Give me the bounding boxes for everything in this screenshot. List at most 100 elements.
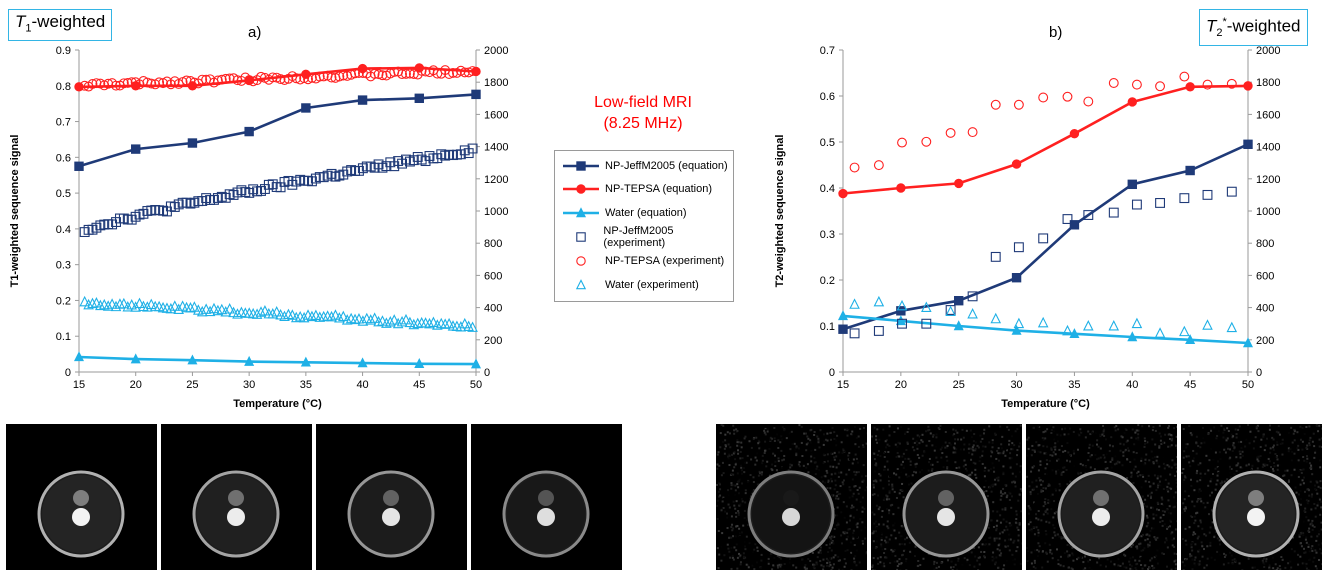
noise-speckle (1195, 442, 1198, 445)
noise-speckle (819, 549, 822, 552)
noise-speckle (1231, 450, 1234, 453)
data-point (142, 77, 153, 88)
noise-speckle (1044, 509, 1047, 512)
noise-speckle (826, 564, 829, 567)
noise-speckle (766, 430, 769, 433)
noise-speckle (807, 558, 810, 561)
noise-speckle (858, 486, 861, 489)
noise-speckle (852, 516, 855, 519)
data-point (954, 296, 964, 306)
noise-speckle (1156, 477, 1159, 480)
noise-speckle (1219, 482, 1222, 485)
noise-speckle (893, 472, 896, 475)
noise-speckle (1311, 519, 1314, 522)
noise-speckle (1248, 427, 1251, 430)
noise-speckle (915, 440, 918, 443)
noise-speckle (835, 466, 838, 469)
noise-speckle (997, 544, 1000, 547)
data-point (103, 78, 114, 89)
noise-speckle (1235, 436, 1238, 439)
series-water-equation- (73, 351, 482, 369)
noise-speckle (716, 463, 719, 466)
data-point (373, 315, 384, 327)
noise-speckle (1072, 430, 1075, 433)
noise-speckle (1238, 450, 1241, 453)
noise-speckle (1214, 467, 1217, 470)
data-point (357, 357, 368, 368)
noise-speckle (1148, 534, 1151, 537)
noise-speckle (912, 437, 915, 440)
noise-speckle (1274, 452, 1277, 455)
noise-speckle (1062, 565, 1065, 568)
noise-speckle (995, 524, 998, 527)
noise-speckle (872, 557, 875, 560)
noise-speckle (1308, 550, 1311, 553)
noise-speckle (995, 457, 998, 460)
noise-speckle (1096, 439, 1099, 442)
noise-speckle (877, 450, 880, 453)
noise-speckle (983, 555, 986, 558)
noise-speckle (888, 434, 891, 437)
noise-speckle (1001, 531, 1004, 534)
noise-speckle (774, 454, 777, 457)
noise-speckle (972, 449, 975, 452)
noise-speckle (1018, 541, 1021, 544)
noise-speckle (901, 553, 904, 556)
noise-speckle (1103, 434, 1106, 437)
noise-speckle (1305, 516, 1308, 519)
noise-speckle (780, 449, 783, 452)
noise-speckle (1005, 496, 1008, 499)
noise-speckle (1262, 435, 1265, 438)
noise-speckle (935, 561, 938, 564)
noise-speckle (1053, 438, 1056, 441)
noise-speckle (1048, 459, 1051, 462)
noise-speckle (817, 437, 820, 440)
data-point (1155, 81, 1166, 92)
noise-speckle (731, 484, 734, 487)
noise-speckle (879, 474, 882, 477)
noise-speckle (813, 461, 816, 464)
noise-speckle (1062, 470, 1065, 473)
noise-speckle (1016, 428, 1019, 431)
noise-speckle (1051, 493, 1054, 496)
noise-speckle (877, 494, 880, 497)
noise-speckle (812, 566, 815, 569)
noise-speckle (1038, 545, 1041, 548)
noise-speckle (935, 456, 938, 459)
noise-speckle (962, 465, 965, 468)
noise-speckle (1301, 440, 1304, 443)
noise-speckle (1241, 450, 1244, 453)
noise-speckle (737, 513, 740, 516)
noise-speckle (1199, 472, 1202, 475)
noise-speckle (1136, 547, 1139, 550)
noise-speckle (1211, 521, 1214, 524)
noise-speckle (1008, 522, 1011, 525)
noise-speckle (731, 469, 734, 472)
noise-speckle (1062, 466, 1065, 469)
noise-speckle (1224, 437, 1227, 440)
noise-speckle (1145, 440, 1148, 443)
noise-speckle (1047, 501, 1050, 504)
data-point (110, 300, 122, 312)
noise-speckle (1069, 427, 1072, 430)
data-point (945, 127, 956, 138)
noise-speckle (736, 441, 739, 444)
y-tick-label: 0.6 (820, 91, 835, 103)
noise-speckle (822, 443, 825, 446)
noise-speckle (1313, 456, 1316, 459)
noise-speckle (981, 543, 984, 546)
noise-speckle (898, 455, 901, 458)
noise-speckle (996, 510, 999, 513)
noise-speckle (1002, 487, 1005, 490)
noise-speckle (883, 551, 886, 554)
noise-speckle (1129, 567, 1132, 570)
noise-speckle (732, 527, 735, 530)
noise-speckle (1306, 475, 1309, 478)
noise-speckle (767, 557, 770, 560)
noise-speckle (831, 426, 834, 429)
data-point (118, 78, 129, 89)
noise-speckle (1193, 489, 1196, 492)
noise-speckle (1037, 509, 1040, 512)
noise-speckle (992, 510, 995, 513)
t2-scan-image (716, 424, 867, 570)
